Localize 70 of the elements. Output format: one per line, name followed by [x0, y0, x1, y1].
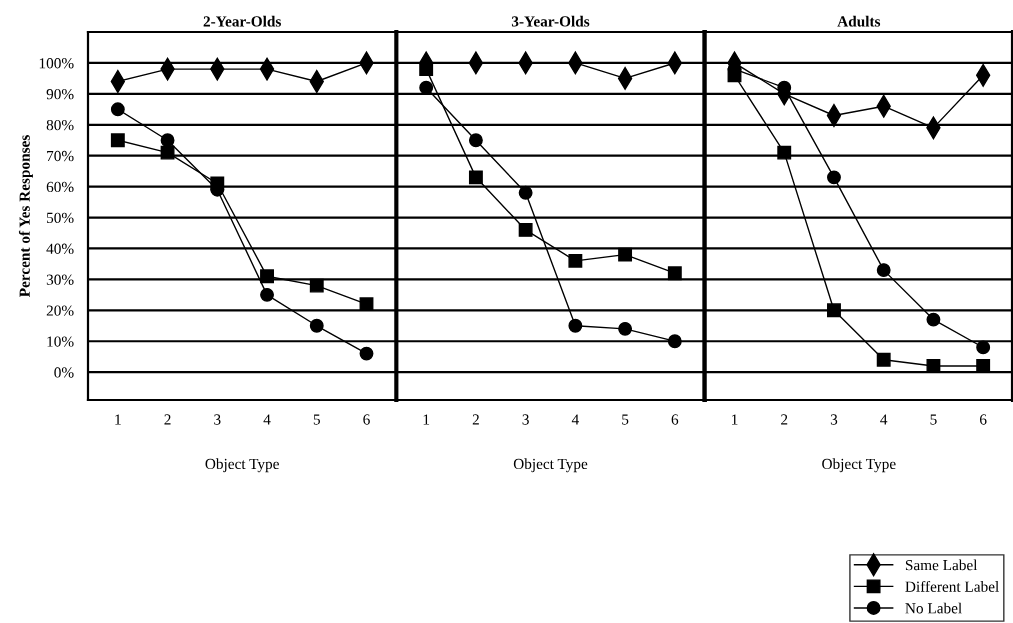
- point: [618, 247, 633, 262]
- point: [468, 170, 483, 185]
- x-tick-label: 5: [313, 414, 320, 425]
- x-axis-title: Object Type: [822, 458, 896, 473]
- x-tick-label: 6: [363, 414, 370, 425]
- y-tick-label: 20%: [46, 305, 74, 316]
- legend-label: Same Label: [905, 559, 978, 571]
- point: [926, 312, 941, 327]
- y-tick-label: 90%: [46, 88, 74, 100]
- point: [359, 297, 374, 312]
- y-tick-label: 40%: [46, 243, 74, 254]
- chart-title: Adults: [837, 15, 881, 27]
- x-tick-label: 4: [880, 414, 888, 425]
- point: [160, 145, 175, 160]
- x-tick-label: 5: [930, 414, 937, 425]
- y-tick-label: 10%: [47, 336, 74, 347]
- point: [110, 133, 125, 148]
- point: [827, 170, 841, 185]
- x-tick-label: 3: [522, 414, 529, 425]
- point: [827, 303, 841, 318]
- x-tick-label: 1: [423, 414, 430, 425]
- legend-label: Different Label: [905, 580, 999, 592]
- point: [976, 340, 991, 355]
- y-tick-label: 70%: [47, 150, 74, 162]
- point: [419, 62, 434, 77]
- x-tick-label: 4: [263, 414, 271, 425]
- point: [926, 359, 941, 373]
- chart-title: 2-Year-Olds: [203, 15, 281, 27]
- y-tick-label: 50%: [47, 212, 74, 224]
- y-axis-title: Percent of Yes Responses: [18, 135, 33, 297]
- x-tick-label: 4: [571, 414, 579, 425]
- point: [667, 334, 682, 349]
- y-tick-label: 100%: [39, 58, 74, 69]
- point: [618, 321, 633, 336]
- x-tick-label: 3: [214, 414, 221, 425]
- x-tick-label: 2: [472, 414, 479, 425]
- x-tick-label: 5: [622, 414, 629, 425]
- point: [568, 253, 583, 268]
- point: [518, 222, 533, 237]
- point: [309, 318, 324, 333]
- legend-label: No Label: [905, 602, 962, 614]
- point: [110, 102, 125, 117]
- x-tick-label: 1: [732, 414, 738, 425]
- x-tick-label: 2: [164, 414, 171, 425]
- y-tick-label: 80%: [46, 119, 74, 131]
- x-tick-label: 6: [980, 414, 987, 425]
- y-tick-label: 60%: [46, 181, 74, 193]
- x-tick-label: 6: [671, 414, 679, 425]
- point: [568, 318, 583, 333]
- y-tick-label: 30%: [46, 274, 74, 285]
- x-axis-title: Object Type: [513, 458, 588, 473]
- point: [260, 287, 274, 302]
- point: [468, 133, 483, 148]
- point: [419, 80, 434, 95]
- point: [160, 133, 175, 148]
- y-tick-label: 0%: [54, 367, 74, 378]
- point: [976, 359, 991, 373]
- point: [876, 352, 891, 367]
- point: [777, 145, 792, 160]
- x-tick-label: 1: [115, 414, 121, 425]
- chart-title: 3-Year-Olds: [511, 15, 590, 27]
- point: [667, 266, 682, 281]
- point: [359, 346, 374, 361]
- x-axis-title: Object Type: [205, 458, 279, 473]
- point: [260, 269, 274, 284]
- point: [309, 278, 324, 293]
- x-tick-label: 2: [781, 414, 788, 425]
- point: [876, 263, 891, 278]
- point: [518, 185, 533, 200]
- x-tick-label: 3: [830, 414, 838, 425]
